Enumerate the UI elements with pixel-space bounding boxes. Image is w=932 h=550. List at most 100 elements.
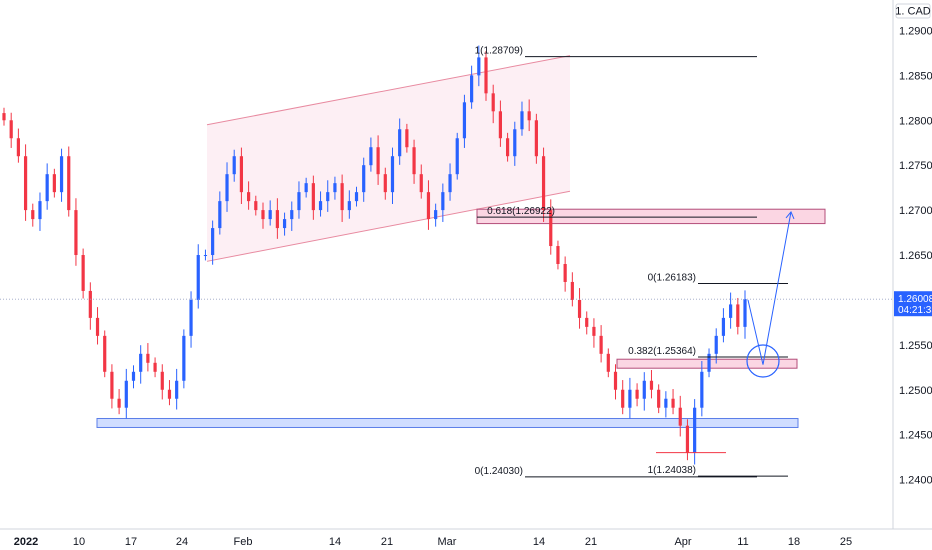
candle-body	[153, 362, 157, 372]
candle-body	[592, 326, 596, 336]
candle-body	[203, 255, 208, 257]
x-tick-label: 21	[585, 536, 597, 548]
candle-body	[232, 156, 236, 175]
candle-body	[563, 264, 567, 282]
candle-body	[103, 335, 107, 372]
candle-body	[247, 192, 251, 202]
candle-body	[67, 156, 71, 211]
candle-body	[470, 75, 474, 103]
x-tick-label: Mar	[438, 536, 457, 548]
candle-body	[426, 192, 431, 220]
candle-body	[642, 380, 646, 399]
candle-body	[398, 129, 402, 157]
candle-body	[23, 156, 28, 211]
candle-body	[52, 174, 56, 193]
candle-body	[2, 113, 6, 121]
candle-body	[326, 192, 330, 202]
candle-body	[175, 380, 179, 399]
y-tick-label: 1.25000	[899, 385, 932, 397]
candle-body	[477, 57, 481, 76]
candle-body	[196, 255, 200, 300]
candle-body	[333, 183, 337, 193]
resistance-zone	[476, 208, 826, 225]
candle-body	[117, 398, 121, 408]
candle-body	[211, 228, 215, 256]
candle-body	[268, 210, 272, 220]
fib2-mid-label: 0.382(1.25364)	[628, 346, 696, 357]
y-tick-label: 1.24000	[899, 475, 932, 487]
candle-body	[347, 201, 351, 211]
candle-body	[498, 111, 502, 139]
candle-body	[383, 174, 387, 193]
x-tick-label: 25	[840, 536, 852, 548]
candle-body	[282, 219, 287, 229]
candle-body	[16, 138, 20, 157]
candle-body	[81, 255, 85, 291]
price-tag-countdown: 04:21:35	[898, 305, 932, 316]
candle-body	[743, 299, 747, 327]
candle-body	[74, 210, 78, 256]
currency-badge	[895, 3, 931, 19]
price-tag	[894, 291, 932, 317]
candle-body	[541, 156, 546, 211]
candle-body	[484, 57, 488, 94]
candle-body	[613, 371, 618, 390]
candle-body	[354, 192, 359, 202]
candle-body	[649, 380, 654, 390]
y-tick-label: 1.29000	[899, 25, 932, 37]
candle-body	[225, 174, 229, 202]
channel-upper-line	[206, 55, 571, 126]
x-tick-label: 11	[737, 536, 748, 548]
candle-body	[311, 183, 315, 211]
candle-body	[455, 138, 459, 175]
candle-body	[45, 174, 49, 202]
x-tick-label: Feb	[234, 536, 253, 548]
candle-body	[721, 317, 726, 336]
candle-body	[182, 335, 186, 381]
candle-body	[621, 389, 625, 408]
candle-body	[254, 201, 258, 211]
candle-body	[405, 129, 409, 148]
candle-body	[556, 246, 560, 264]
candle-body	[131, 371, 136, 381]
candle-body	[38, 201, 42, 220]
candle-body	[160, 371, 164, 390]
candle-body	[606, 353, 610, 372]
candle-body	[95, 317, 100, 336]
candle-body	[462, 102, 467, 139]
candle-body	[218, 201, 222, 229]
candle-body	[146, 353, 150, 363]
candle-body	[520, 111, 524, 130]
candle-body	[491, 93, 495, 112]
candle-body	[124, 380, 128, 408]
candle-body	[239, 156, 244, 193]
x-tick-label: 17	[125, 536, 137, 548]
projection-arrowhead	[785, 210, 795, 220]
x-tick-label: 14	[533, 536, 545, 548]
candle-body	[340, 183, 344, 211]
candle-body	[707, 353, 711, 372]
channel-lower-line	[206, 190, 571, 262]
projection-path	[747, 211, 792, 365]
x-tick-label: 2022	[14, 536, 38, 548]
candle-body	[419, 174, 423, 193]
y-tick-label: 1.25500	[899, 340, 932, 352]
candle-body	[59, 156, 64, 193]
candle-body	[275, 210, 279, 229]
candle-body	[110, 371, 114, 399]
candle-body	[700, 371, 704, 408]
candle-body	[549, 210, 553, 247]
candle-body	[664, 398, 668, 408]
candle-body	[448, 174, 452, 193]
candle-body	[585, 317, 589, 327]
candle-body	[671, 398, 675, 408]
candle-body	[189, 299, 193, 336]
fib2-bottom-label: 1(1.24038)	[648, 465, 696, 476]
fib-mid-label: 0.618(1.26922)	[487, 206, 555, 217]
x-tick-label: 10	[73, 536, 85, 548]
candle-body	[412, 147, 416, 175]
candle-body	[599, 335, 603, 354]
y-tick-label: 1.27000	[899, 205, 932, 217]
candle-body	[390, 156, 395, 193]
candle-body	[304, 183, 308, 193]
